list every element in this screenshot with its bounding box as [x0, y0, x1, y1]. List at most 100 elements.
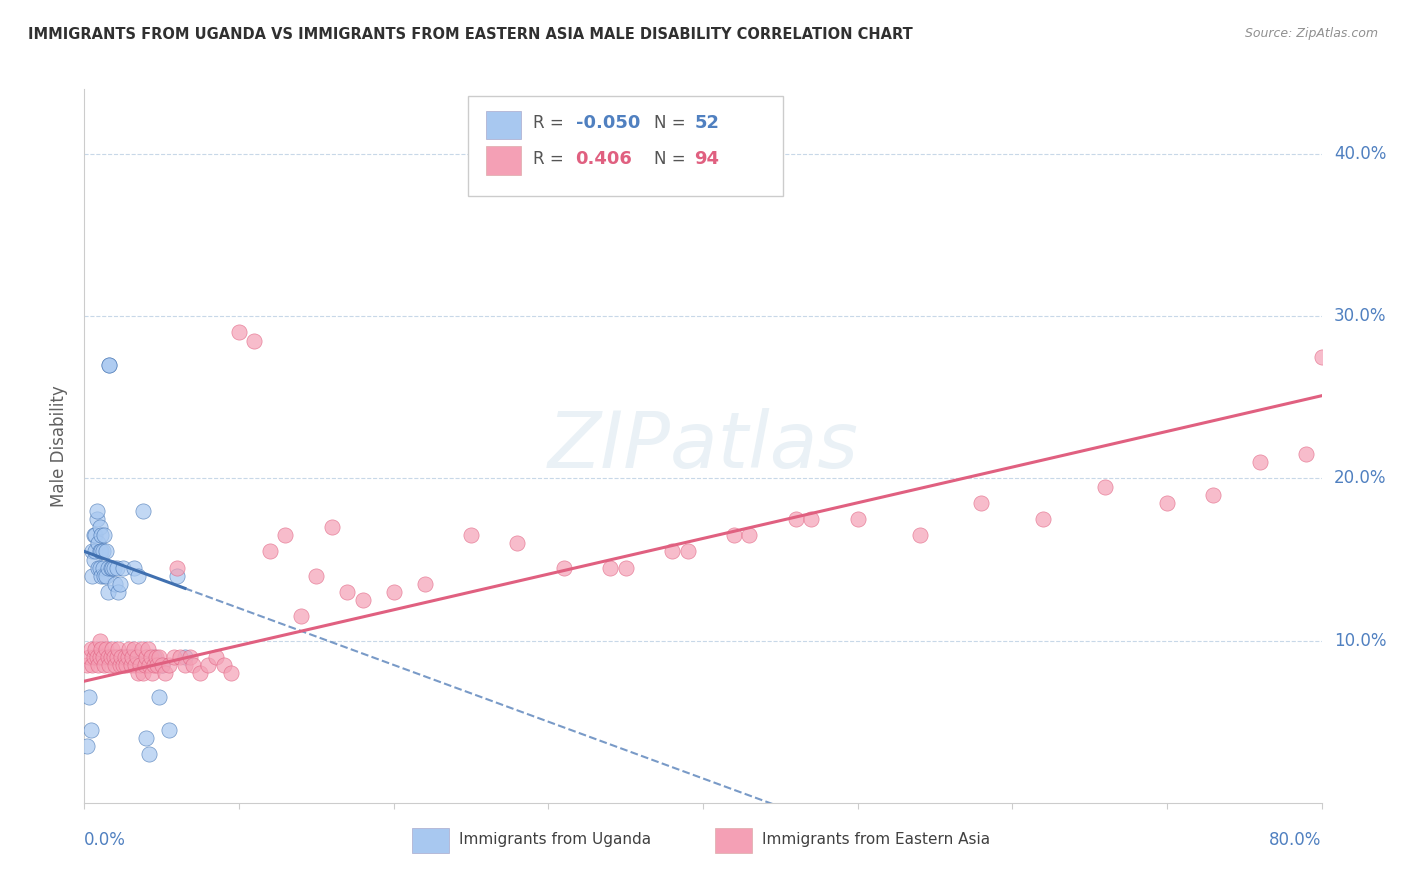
Point — [96, 585, 118, 599]
Text: 20.0%: 20.0% — [1334, 469, 1386, 487]
Point — [174, 657, 197, 672]
Point — [77, 690, 100, 705]
Point — [76, 657, 98, 672]
Point — [132, 504, 155, 518]
Point — [661, 544, 683, 558]
Point — [321, 520, 343, 534]
Point — [1094, 479, 1116, 493]
Point — [82, 657, 104, 672]
Point — [101, 560, 124, 574]
Point — [84, 528, 107, 542]
Point — [166, 560, 188, 574]
Y-axis label: Male Disability: Male Disability — [51, 385, 69, 507]
Text: N =: N = — [654, 114, 690, 132]
Point — [150, 657, 173, 672]
Point — [82, 568, 104, 582]
Point — [243, 334, 266, 348]
Point — [89, 649, 111, 664]
Point — [96, 560, 118, 574]
Point — [150, 657, 173, 672]
Point — [134, 657, 156, 672]
Point — [1156, 496, 1178, 510]
Text: 30.0%: 30.0% — [1334, 307, 1386, 326]
Point — [104, 577, 127, 591]
Point — [98, 358, 121, 372]
Point — [120, 657, 142, 672]
Point — [305, 568, 328, 582]
Point — [77, 649, 100, 664]
Point — [89, 544, 111, 558]
Point — [146, 657, 169, 672]
Point — [127, 568, 149, 582]
Point — [1249, 455, 1271, 469]
Point — [352, 593, 374, 607]
Point — [83, 649, 105, 664]
Point — [785, 512, 807, 526]
Point — [506, 536, 529, 550]
Point — [553, 560, 575, 574]
Point — [599, 560, 621, 574]
Point — [1310, 350, 1333, 364]
Point — [98, 358, 121, 372]
Point — [82, 544, 104, 558]
Point — [676, 544, 699, 558]
Point — [86, 504, 108, 518]
Point — [89, 633, 111, 648]
Point — [91, 649, 114, 664]
Point — [132, 666, 155, 681]
Point — [143, 649, 166, 664]
Point — [122, 560, 145, 574]
Point — [114, 649, 136, 664]
Point — [84, 641, 107, 656]
Point — [800, 512, 823, 526]
Text: 10.0%: 10.0% — [1334, 632, 1386, 649]
Point — [145, 649, 167, 664]
Point — [723, 528, 745, 542]
Point — [169, 649, 191, 664]
Point — [83, 528, 105, 542]
Point — [105, 649, 128, 664]
Point — [166, 568, 188, 582]
Point — [84, 544, 107, 558]
Point — [290, 609, 312, 624]
Point — [1295, 447, 1317, 461]
Text: 0.406: 0.406 — [575, 150, 633, 168]
Point — [148, 649, 170, 664]
Text: 0.0%: 0.0% — [84, 831, 127, 849]
Point — [103, 649, 125, 664]
Point — [159, 723, 180, 737]
Point — [139, 649, 162, 664]
Point — [79, 641, 101, 656]
Point — [87, 657, 110, 672]
Point — [115, 657, 138, 672]
Point — [86, 649, 108, 664]
Text: R =: R = — [533, 114, 569, 132]
Point — [105, 560, 128, 574]
Point — [108, 577, 131, 591]
Point — [188, 666, 211, 681]
Point — [112, 657, 135, 672]
Text: Source: ZipAtlas.com: Source: ZipAtlas.com — [1244, 27, 1378, 40]
Point — [124, 657, 146, 672]
Point — [163, 649, 186, 664]
Point — [110, 649, 132, 664]
Point — [93, 528, 115, 542]
Point — [148, 690, 170, 705]
Point — [846, 512, 869, 526]
Point — [138, 657, 160, 672]
Point — [259, 544, 281, 558]
FancyBboxPatch shape — [468, 96, 783, 196]
Point — [136, 641, 159, 656]
Point — [738, 528, 761, 542]
Point — [125, 649, 148, 664]
Point — [197, 657, 219, 672]
Text: IMMIGRANTS FROM UGANDA VS IMMIGRANTS FROM EASTERN ASIA MALE DISABILITY CORRELATI: IMMIGRANTS FROM UGANDA VS IMMIGRANTS FRO… — [28, 27, 912, 42]
Point — [129, 657, 152, 672]
FancyBboxPatch shape — [486, 146, 522, 175]
Text: Immigrants from Uganda: Immigrants from Uganda — [460, 832, 651, 847]
FancyBboxPatch shape — [716, 828, 752, 853]
Point — [93, 568, 115, 582]
Point — [96, 649, 118, 664]
Point — [100, 649, 122, 664]
Text: -0.050: -0.050 — [575, 114, 640, 132]
